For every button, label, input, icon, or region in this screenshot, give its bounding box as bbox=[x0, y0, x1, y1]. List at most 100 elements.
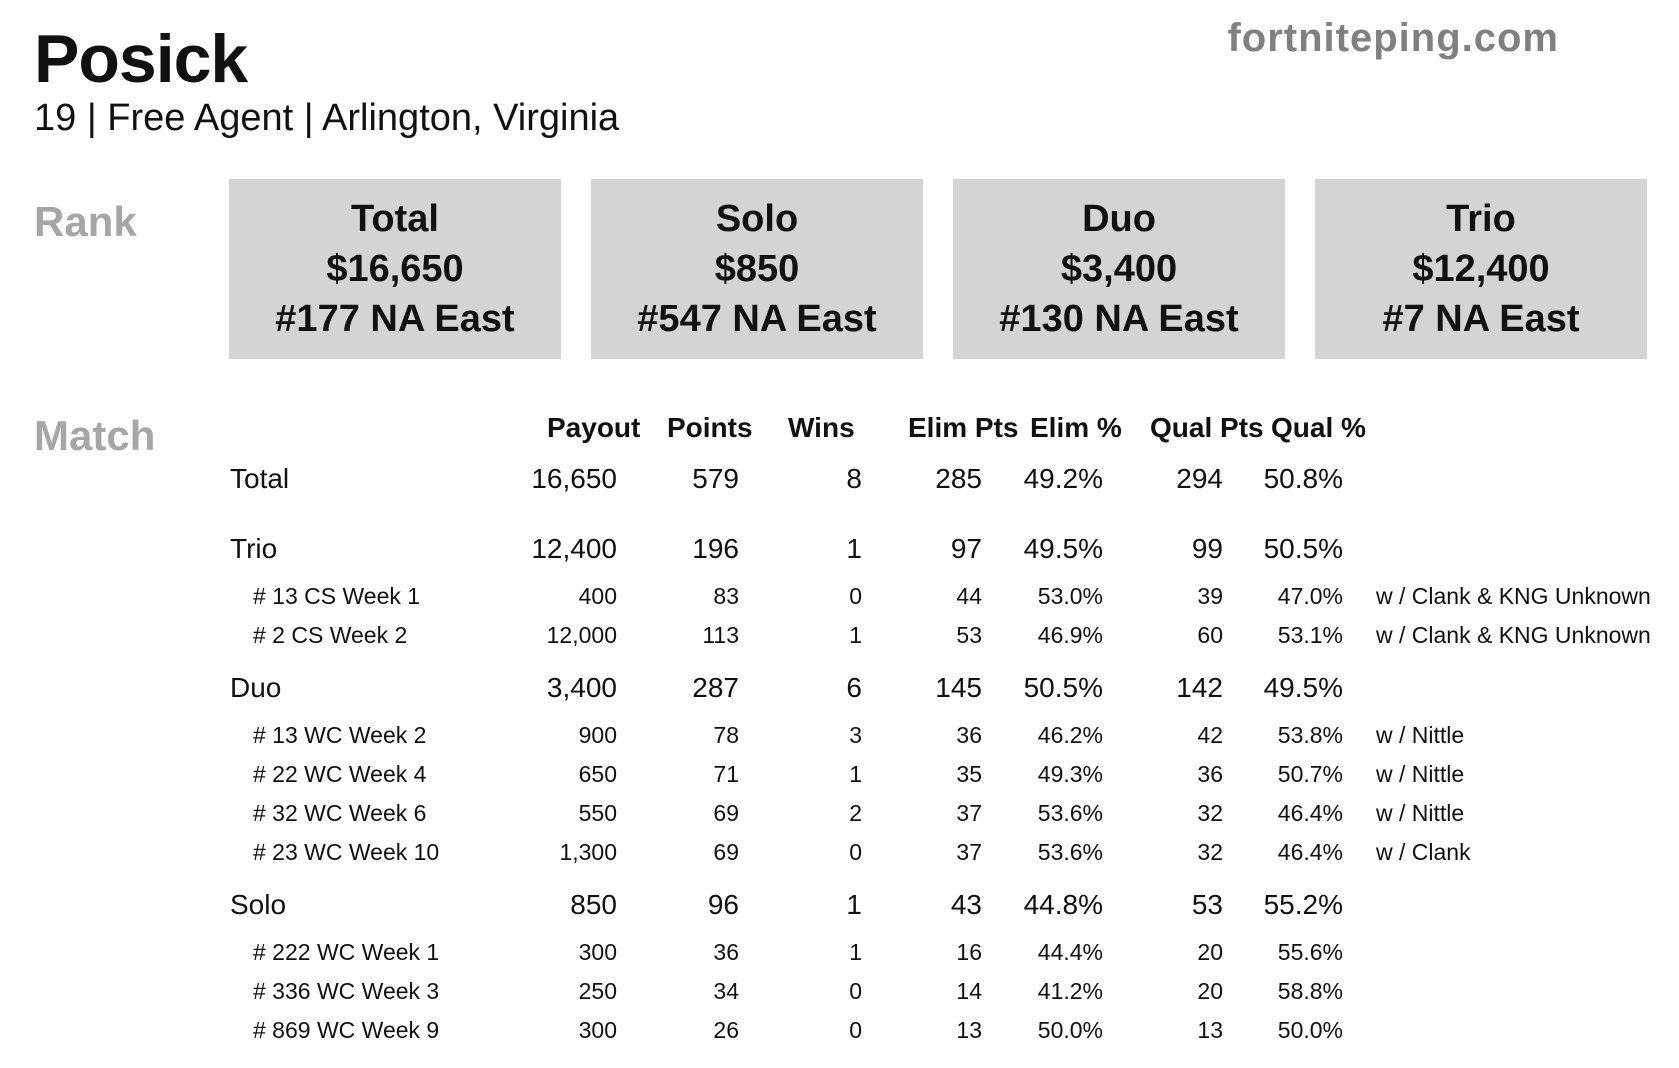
cell-wins: 3 bbox=[849, 722, 862, 748]
cell-partner: w / Nittle bbox=[1376, 800, 1465, 826]
table-row: # 23 WC Week 10 1,300 69 0 37 53.6% 32 46.4% w /… bbox=[0, 839, 1679, 879]
cell-partner: w / Clank & KNG Unknown bbox=[1376, 622, 1651, 648]
cell-points: 71 bbox=[713, 761, 739, 787]
cell-qual-pct: 46.4% bbox=[1277, 839, 1343, 865]
header-wins: Wins bbox=[788, 412, 855, 443]
cell-elim-pts: 13 bbox=[956, 1017, 982, 1043]
header-points: Points bbox=[667, 412, 753, 443]
player-subtitle: 19 | Free Agent | Arlington, Virginia bbox=[34, 97, 620, 139]
cell-points: 196 bbox=[692, 533, 739, 564]
cell-payout: 300 bbox=[578, 939, 617, 965]
table-row-group: Trio 12,400 196 1 97 49.5% 99 50.5% bbox=[0, 533, 1679, 573]
cell-qual-pts: 39 bbox=[1197, 583, 1223, 609]
table-row: # 32 WC Week 6 550 69 2 37 53.6% 32 46.4% w / Ni… bbox=[0, 800, 1679, 840]
cell-elim-pts: 53 bbox=[956, 622, 982, 648]
cell-elim-pct: 49.5% bbox=[1023, 533, 1103, 564]
rank-card-mode: Duo bbox=[1082, 198, 1156, 240]
cell-qual-pct: 50.5% bbox=[1263, 533, 1343, 564]
rank-card-trio: Trio $12,400 #7 NA East bbox=[1315, 179, 1647, 359]
cell-qual-pts: 142 bbox=[1176, 672, 1223, 703]
cell-wins: 0 bbox=[849, 1017, 862, 1043]
row-label: # 222 WC Week 1 bbox=[253, 939, 440, 965]
table-row: # 13 WC Week 2 900 78 3 36 46.2% 42 53.8% w / Ni… bbox=[0, 722, 1679, 762]
cell-elim-pts: 36 bbox=[956, 722, 982, 748]
rank-card-mode: Trio bbox=[1446, 198, 1516, 240]
cell-elim-pct: 53.6% bbox=[1037, 839, 1103, 865]
header-qual-pct: Qual % bbox=[1271, 412, 1366, 443]
table-row-group: Solo 850 96 1 43 44.8% 53 55.2% bbox=[0, 889, 1679, 929]
rank-section-label: Rank bbox=[34, 198, 137, 245]
cell-wins: 2 bbox=[849, 800, 862, 826]
cell-elim-pct: 46.2% bbox=[1037, 722, 1103, 748]
table-row-group: Total 16,650 579 8 285 49.2% 294 50.8% bbox=[0, 463, 1679, 503]
cell-qual-pct: 50.8% bbox=[1263, 463, 1343, 494]
rank-card-rank: #7 NA East bbox=[1382, 298, 1580, 340]
cell-elim-pct: 53.6% bbox=[1037, 800, 1103, 826]
header-qual-pts: Qual Pts bbox=[1150, 412, 1264, 443]
cell-payout: 3,400 bbox=[546, 672, 617, 703]
rank-card-rank: #130 NA East bbox=[999, 298, 1239, 340]
cell-qual-pts: 32 bbox=[1197, 839, 1223, 865]
cell-payout: 900 bbox=[578, 722, 617, 748]
cell-wins: 1 bbox=[849, 939, 862, 965]
cell-payout: 1,300 bbox=[559, 839, 617, 865]
row-label: # 869 WC Week 9 bbox=[253, 1017, 440, 1043]
table-row: # 336 WC Week 3 250 34 0 14 41.2% 20 58.8% bbox=[0, 978, 1679, 1018]
cell-wins: 8 bbox=[846, 463, 862, 494]
cell-points: 34 bbox=[713, 978, 739, 1004]
cell-qual-pct: 49.5% bbox=[1263, 672, 1343, 703]
cell-wins: 1 bbox=[846, 533, 862, 564]
row-label: # 32 WC Week 6 bbox=[253, 800, 427, 826]
cell-wins: 0 bbox=[849, 978, 862, 1004]
cell-points: 36 bbox=[713, 939, 739, 965]
cell-qual-pct: 46.4% bbox=[1277, 800, 1343, 826]
rank-card-earnings: $850 bbox=[714, 248, 800, 290]
cell-qual-pts: 294 bbox=[1176, 463, 1223, 494]
site-watermark: fortniteping.com bbox=[1227, 16, 1559, 60]
cell-elim-pct: 53.0% bbox=[1037, 583, 1103, 609]
cell-elim-pct: 50.5% bbox=[1023, 672, 1103, 703]
cell-wins: 6 bbox=[846, 672, 862, 703]
cell-qual-pts: 42 bbox=[1197, 722, 1223, 748]
row-label: Trio bbox=[230, 533, 278, 564]
cell-qual-pts: 53 bbox=[1191, 889, 1223, 920]
cell-points: 83 bbox=[713, 583, 739, 609]
row-label: # 13 CS Week 1 bbox=[253, 583, 421, 609]
cell-qual-pts: 20 bbox=[1197, 978, 1223, 1004]
cell-partner: w / Nittle bbox=[1376, 722, 1465, 748]
header-payout: Payout bbox=[547, 412, 641, 443]
cell-elim-pct: 44.8% bbox=[1023, 889, 1103, 920]
cell-payout: 12,400 bbox=[531, 533, 617, 564]
cell-points: 26 bbox=[713, 1017, 739, 1043]
table-row-group: Duo 3,400 287 6 145 50.5% 142 49.5% bbox=[0, 672, 1679, 712]
cell-payout: 12,000 bbox=[546, 622, 617, 648]
table-row: # 22 WC Week 4 650 71 1 35 49.3% 36 50.7% w / Ni… bbox=[0, 761, 1679, 801]
cell-wins: 0 bbox=[849, 583, 862, 609]
table-row: # 13 CS Week 1 400 83 0 44 53.0% 39 47.0% w / Cl… bbox=[0, 583, 1679, 623]
header-elim-pct: Elim % bbox=[1030, 412, 1122, 443]
rank-card-total: Total $16,650 #177 NA East bbox=[229, 179, 561, 359]
rank-card-mode: Solo bbox=[715, 198, 799, 240]
cell-points: 96 bbox=[707, 889, 739, 920]
cell-wins: 0 bbox=[849, 839, 862, 865]
rank-card-rank: #547 NA East bbox=[637, 298, 877, 340]
cell-partner: w / Nittle bbox=[1376, 761, 1465, 787]
row-label: Duo bbox=[230, 672, 282, 703]
cell-qual-pct: 55.6% bbox=[1277, 939, 1343, 965]
rank-card-solo: Solo $850 #547 NA East bbox=[591, 179, 923, 359]
cell-elim-pct: 50.0% bbox=[1037, 1017, 1103, 1043]
player-name: Posick bbox=[34, 21, 248, 97]
cell-elim-pts: 14 bbox=[956, 978, 982, 1004]
row-label: # 13 WC Week 2 bbox=[253, 722, 427, 748]
cell-points: 287 bbox=[692, 672, 739, 703]
cell-elim-pts: 16 bbox=[956, 939, 982, 965]
cell-elim-pts: 97 bbox=[950, 533, 982, 564]
cell-qual-pct: 50.0% bbox=[1277, 1017, 1343, 1043]
cell-points: 113 bbox=[702, 622, 739, 648]
cell-qual-pct: 58.8% bbox=[1277, 978, 1343, 1004]
cell-points: 579 bbox=[692, 463, 739, 494]
cell-payout: 300 bbox=[578, 1017, 617, 1043]
cell-elim-pct: 44.4% bbox=[1037, 939, 1103, 965]
cell-qual-pts: 20 bbox=[1197, 939, 1223, 965]
row-label: # 2 CS Week 2 bbox=[253, 622, 408, 648]
